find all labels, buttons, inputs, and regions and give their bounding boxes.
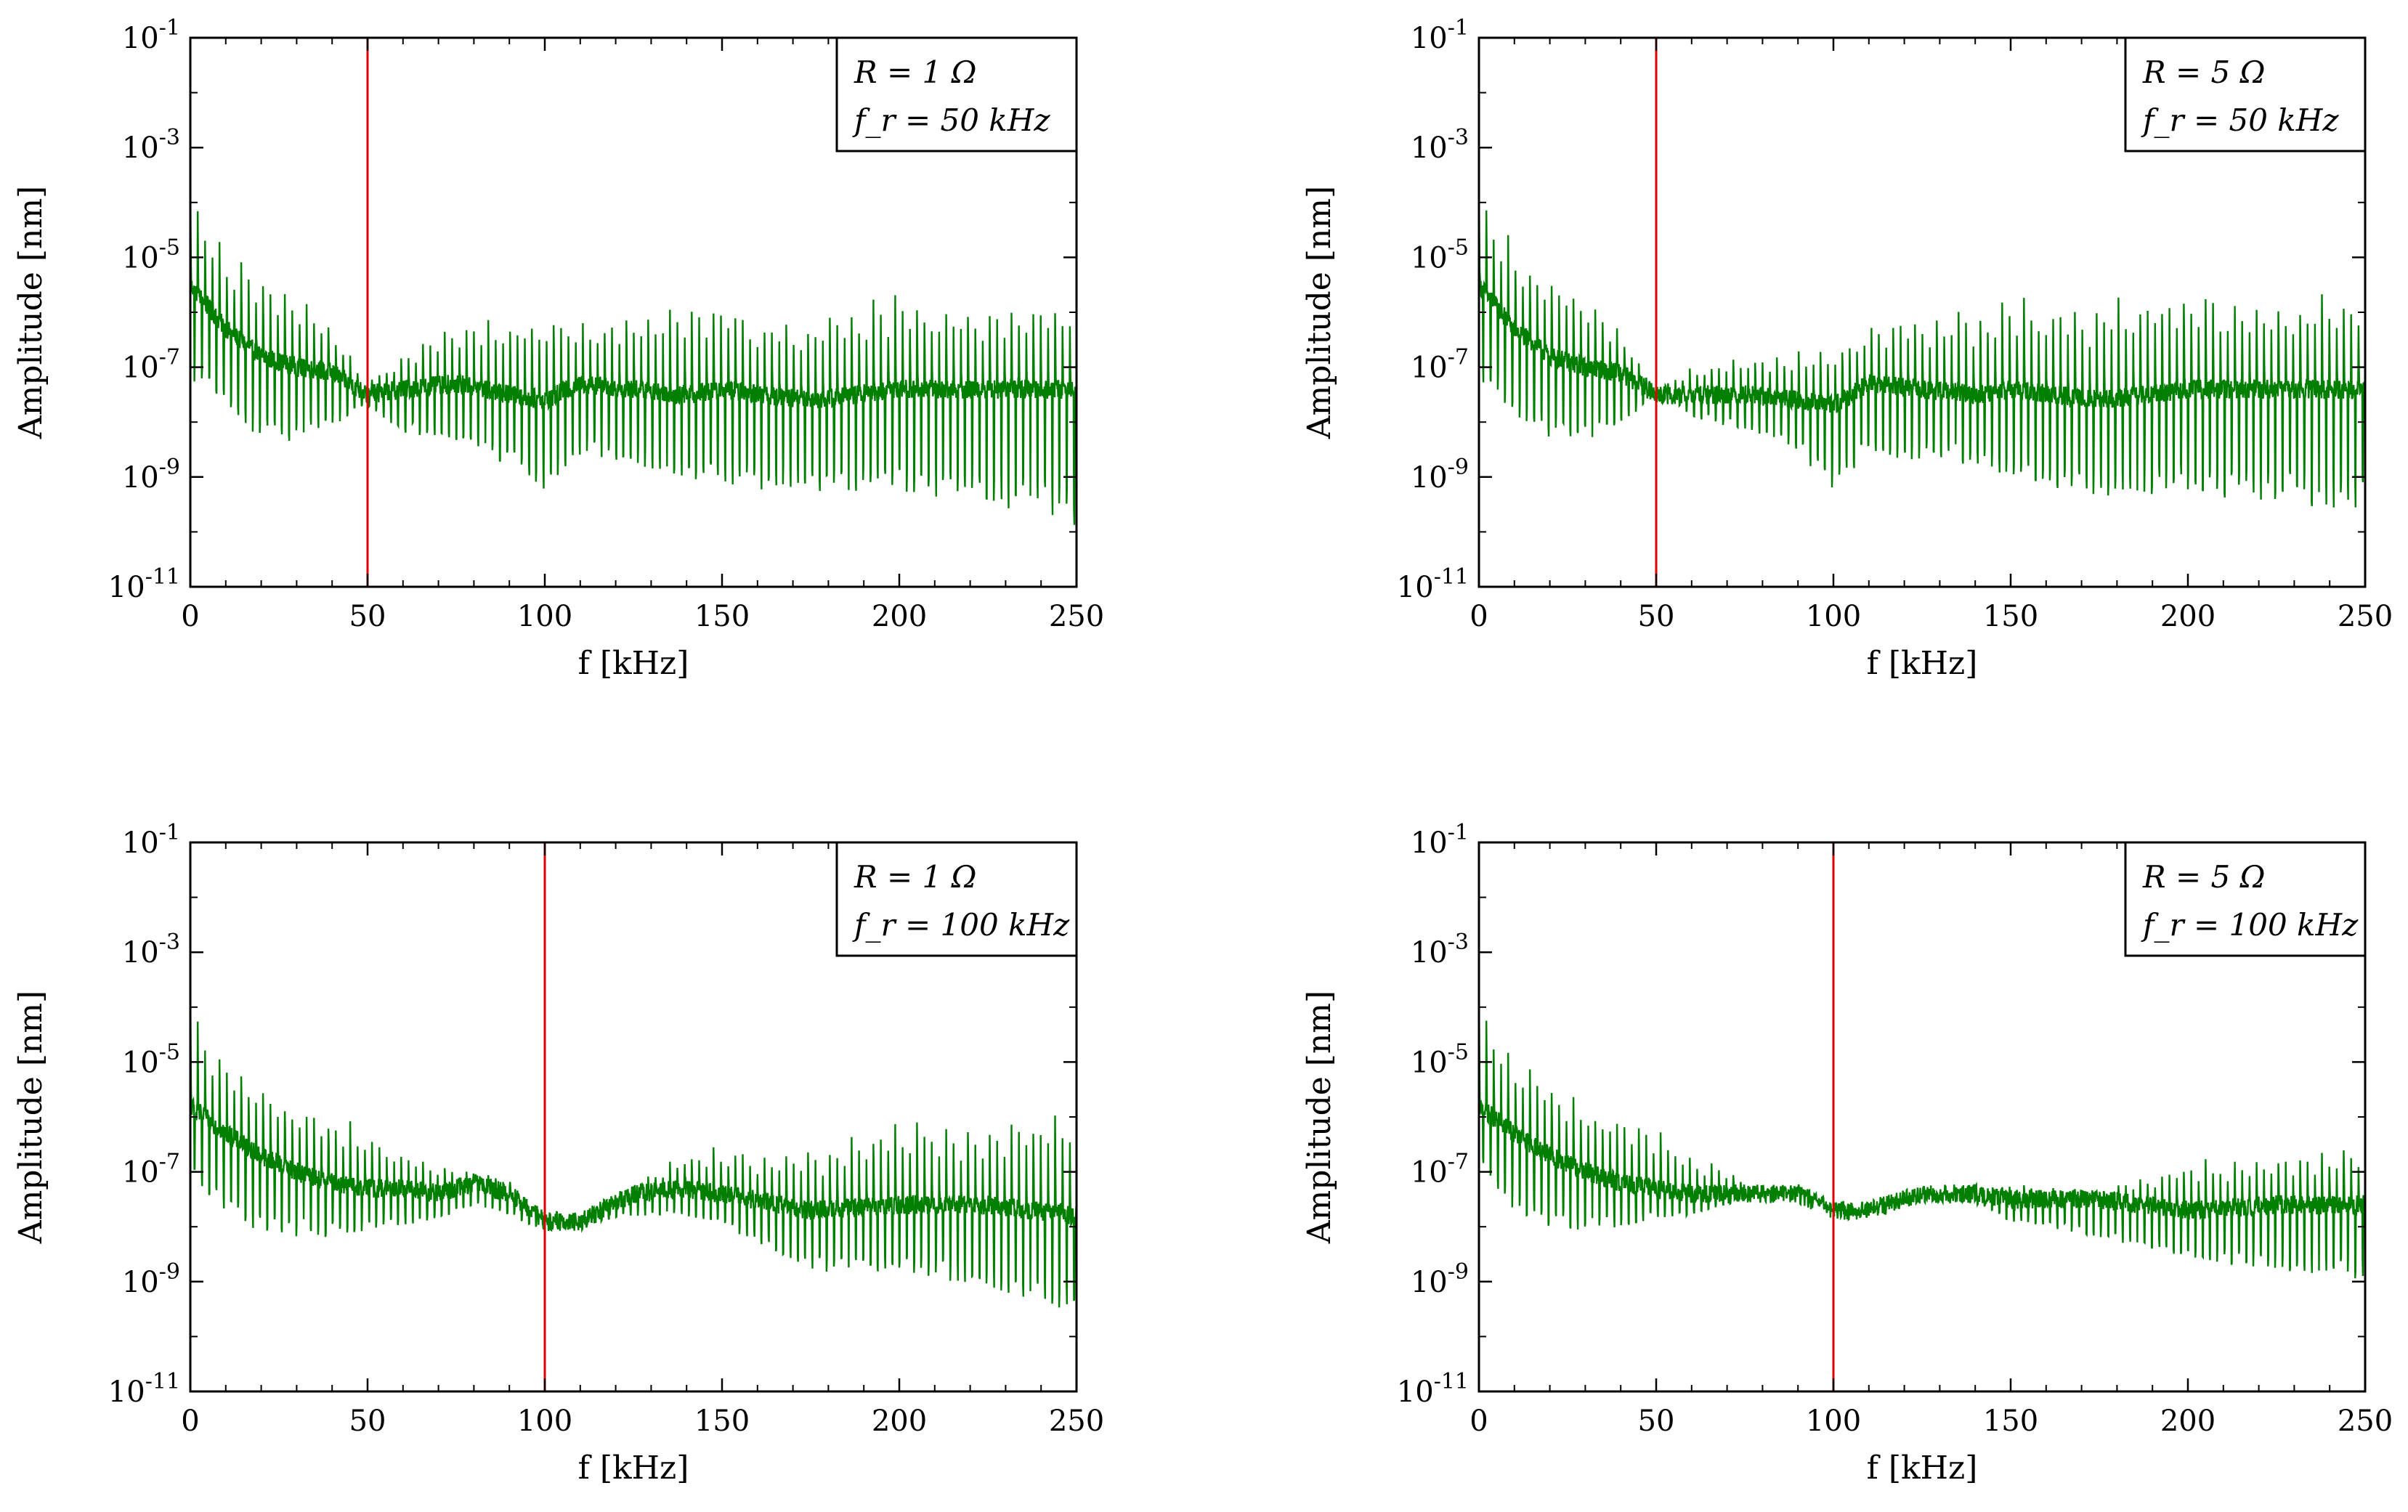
y-tick-label: 10-9 xyxy=(1411,1259,1469,1299)
legend-box xyxy=(2124,841,2367,957)
amplitude-trace xyxy=(190,980,1077,1308)
x-axis-title: f [kHz] xyxy=(578,645,689,682)
legend-resonance: f_r = 50 kHz xyxy=(852,102,1050,138)
y-tick-label: 10-1 xyxy=(122,15,180,55)
legend-resistance: R = 1 Ω xyxy=(854,54,976,90)
x-tick-label: 0 xyxy=(181,600,199,633)
x-axis-title: f [kHz] xyxy=(1867,1450,1978,1487)
x-tick-label: 200 xyxy=(2160,1405,2216,1438)
y-tick-label: 10-7 xyxy=(122,1150,180,1190)
y-tick-label: 10-5 xyxy=(122,235,180,275)
x-tick-label: 50 xyxy=(349,600,386,633)
y-axis-title: Amplitude [nm] xyxy=(12,186,49,439)
y-tick-label: 10-5 xyxy=(122,1039,180,1079)
y-axis-title: Amplitude [nm] xyxy=(1301,186,1338,439)
y-tick-label: 10-3 xyxy=(122,930,180,970)
x-tick-label: 100 xyxy=(517,600,572,633)
y-tick-label: 10-9 xyxy=(1411,455,1469,495)
x-tick-label: 150 xyxy=(694,1405,750,1438)
y-tick-label: 10-11 xyxy=(108,564,180,604)
y-tick-label: 10-7 xyxy=(1411,1150,1469,1190)
legend-resistance: R = 5 Ω xyxy=(2142,54,2265,90)
y-tick-label: 10-5 xyxy=(1411,1039,1469,1079)
x-tick-label: 50 xyxy=(349,1405,386,1438)
y-tick-label: 10-1 xyxy=(1411,15,1469,55)
legend-box xyxy=(835,841,1078,957)
y-tick-label: 10-5 xyxy=(1411,235,1469,275)
x-tick-label: 100 xyxy=(1806,600,1861,633)
y-tick-label: 10-3 xyxy=(122,125,180,165)
y-tick-label: 10-3 xyxy=(1411,125,1469,165)
panel-4: 0 50 100 150 200 250 10-11 10-9 10-7 10-5 10-3 10-1… xyxy=(1301,820,2393,1487)
y-axis-title: Amplitude [nm] xyxy=(12,991,49,1244)
amplitude-trace xyxy=(190,172,1077,525)
y-tick-label: 10-11 xyxy=(1397,1369,1469,1409)
x-tick-label: 150 xyxy=(1983,1405,2038,1438)
x-tick-label: 0 xyxy=(181,1405,199,1438)
y-axis-title: Amplitude [nm] xyxy=(1301,991,1338,1244)
y-tick-label: 10-7 xyxy=(122,345,180,385)
y-tick-label: 10-11 xyxy=(1397,564,1469,604)
x-axis-title: f [kHz] xyxy=(578,1450,689,1487)
y-tick-label: 10-1 xyxy=(122,820,180,860)
y-tick-label: 10-9 xyxy=(122,455,180,495)
x-tick-label: 250 xyxy=(2338,600,2393,633)
panel-2: 0 50 100 150 200 250 10-11 10-9 10-7 10-5 10-3 10-1… xyxy=(1301,15,2393,682)
legend-resistance: R = 5 Ω xyxy=(2142,859,2265,895)
legend-resonance: f_r = 50 kHz xyxy=(2141,102,2339,138)
legend-resonance: f_r = 100 kHz xyxy=(852,907,1070,943)
x-tick-label: 250 xyxy=(1049,600,1104,633)
panel-3: 0 50 100 150 200 250 10-11 10-9 10-7 10-5 10-3 10-1… xyxy=(12,820,1104,1487)
amplitude-trace xyxy=(1479,171,2365,508)
x-tick-label: 150 xyxy=(1983,600,2038,633)
x-axis-title: f [kHz] xyxy=(1867,645,1978,682)
x-tick-label: 0 xyxy=(1469,600,1488,633)
y-tick-label: 10-7 xyxy=(1411,345,1469,385)
y-tick-label: 10-1 xyxy=(1411,820,1469,860)
y-tick-label: 10-9 xyxy=(122,1259,180,1299)
x-tick-label: 50 xyxy=(1638,1405,1675,1438)
x-tick-label: 200 xyxy=(2160,600,2216,633)
y-tick-label: 10-11 xyxy=(108,1369,180,1409)
amplitude-trace xyxy=(1479,980,2365,1279)
y-tick-label: 10-3 xyxy=(1411,930,1469,970)
x-tick-label: 250 xyxy=(1049,1405,1104,1438)
x-tick-label: 50 xyxy=(1638,600,1675,633)
x-tick-label: 200 xyxy=(872,600,927,633)
x-tick-label: 100 xyxy=(517,1405,572,1438)
x-tick-label: 200 xyxy=(872,1405,927,1438)
legend-box xyxy=(835,36,1078,153)
x-tick-label: 100 xyxy=(1806,1405,1861,1438)
x-tick-label: 0 xyxy=(1469,1405,1488,1438)
x-tick-label: 150 xyxy=(694,600,750,633)
legend-box xyxy=(2124,36,2367,153)
legend-resonance: f_r = 100 kHz xyxy=(2141,907,2359,943)
panel-1: 0 50 100 150 200 250 10-11 10-9 10-7 10-5 10-3 10-1… xyxy=(12,15,1104,682)
legend-resistance: R = 1 Ω xyxy=(854,859,976,895)
x-tick-label: 250 xyxy=(2338,1405,2393,1438)
